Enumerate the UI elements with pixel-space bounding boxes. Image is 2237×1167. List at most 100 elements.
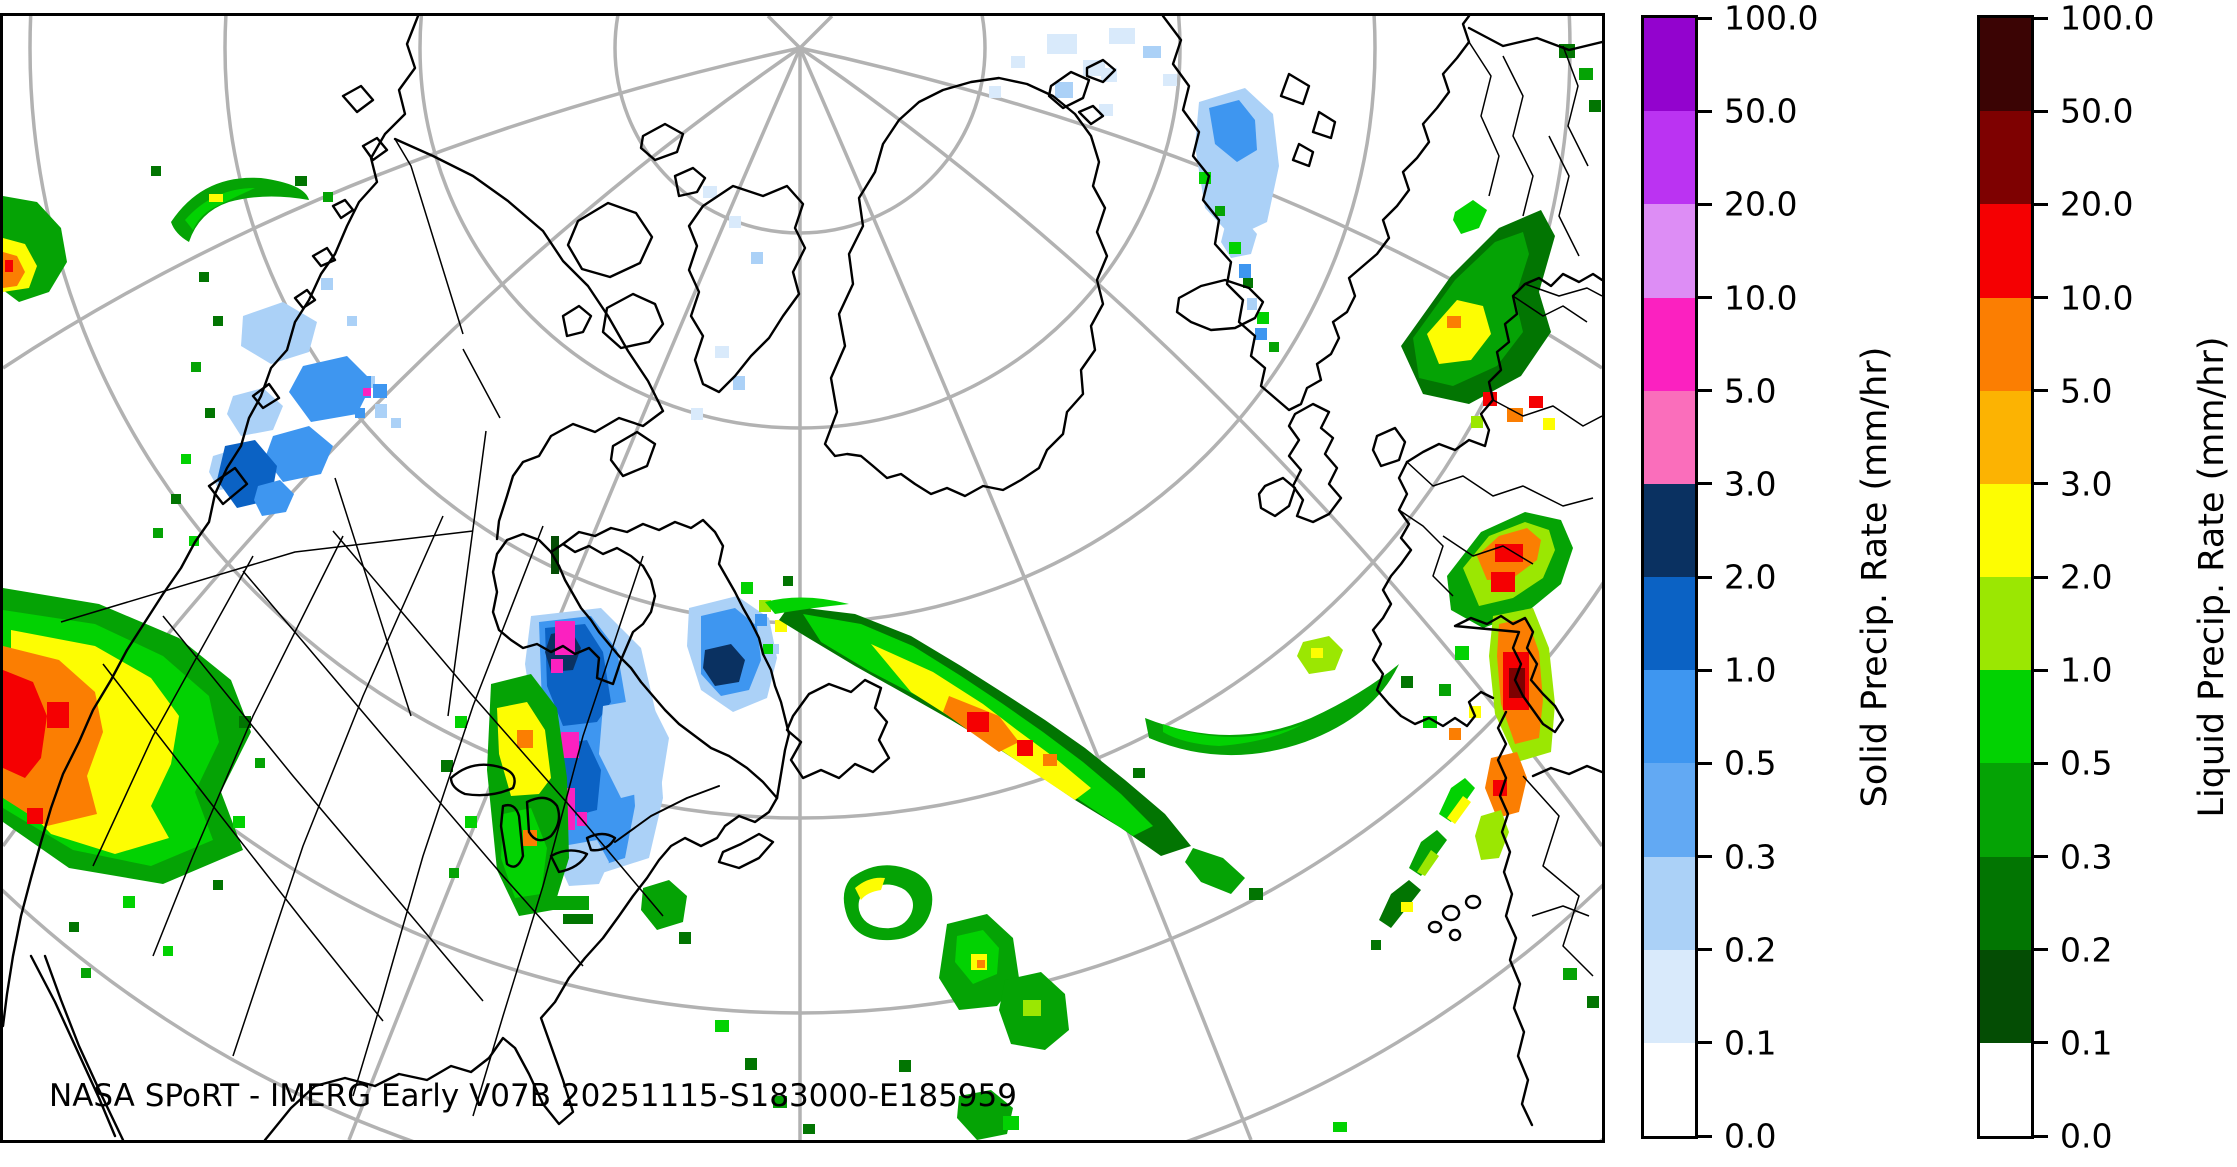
coast-svalbard	[1047, 58, 1117, 126]
liquid-segment	[1980, 297, 2031, 391]
precip-liquid-midatlantic-arc	[1133, 636, 1399, 778]
liquid-tickmark	[2034, 296, 2048, 299]
solid-tickmark	[1698, 761, 1712, 765]
liquid-tickmark	[2034, 109, 2048, 113]
solid-segment	[1644, 204, 1695, 298]
liquid-ticklabel: 0.0	[2060, 1116, 2113, 1156]
colorbar-solid	[1641, 15, 1698, 1139]
coast-quebec-labrador	[549, 518, 791, 800]
liquid-segment	[1980, 763, 2031, 857]
precip-solid-svalbard-arctic	[691, 34, 1113, 420]
liquid-tickmark	[2034, 1041, 2048, 1045]
coast-italy-med	[1453, 614, 1602, 778]
precip-liquid-california	[3, 588, 265, 978]
solid-ticklabel: 3.0	[1724, 464, 1777, 504]
canada-province-borders	[334, 138, 501, 717]
solid-tickmark	[1698, 482, 1712, 486]
liquid-segment	[1980, 670, 2031, 764]
coast-europe-atlantic	[1371, 460, 1495, 728]
liquid-tickmark	[2034, 389, 2048, 393]
liquid-ticklabel: 100.0	[2060, 0, 2155, 38]
colorbar-liquid-title: Liquid Precip. Rate (mm/hr)	[2192, 336, 2232, 818]
coast-newfoundland	[785, 678, 891, 780]
precip-liquid-baltic	[1199, 44, 1601, 430]
canary-islands	[1427, 894, 1482, 942]
coast-russia-arctic	[1279, 26, 1602, 168]
precip-liquid-atlantic-front	[765, 597, 1263, 900]
great-lakes	[449, 763, 617, 874]
precip-liquid-bc-coast-specks	[153, 272, 223, 546]
coast-hudson-bay	[491, 532, 657, 686]
liquid-tickmark	[2034, 482, 2048, 486]
solid-tickmark	[1698, 948, 1712, 952]
solid-tickmark	[1698, 109, 1712, 113]
liquid-segment	[1980, 856, 2031, 950]
solid-segment	[1644, 297, 1695, 391]
coast-baltic-east	[1405, 272, 1602, 464]
solid-ticklabel: 0.5	[1724, 743, 1777, 783]
solid-segment	[1644, 763, 1695, 857]
liquid-tickmark	[2034, 855, 2048, 858]
coast-nova-scotia	[717, 832, 775, 870]
coast-denmark	[1371, 426, 1407, 468]
solid-ticklabel: 5.0	[1724, 371, 1777, 411]
solid-segment	[1644, 1042, 1695, 1137]
liquid-ticklabel: 5.0	[2060, 371, 2113, 411]
coastlines	[3, 16, 1602, 1140]
solid-tickmark	[1698, 855, 1712, 858]
liquid-segment	[1980, 111, 2031, 205]
africa-borders	[1522, 775, 1594, 977]
coast-nw-africa	[1496, 710, 1534, 1127]
colorbar-liquid-ticks: 0.0 0.1 0.2 0.3 0.5 1.0 2.0 3.0 5.0 10.0 20.0 50.0 1…	[2034, 2, 2234, 1153]
liquid-segment	[1980, 1042, 2031, 1137]
solid-segment	[1644, 856, 1695, 950]
solid-segment	[1644, 483, 1695, 578]
liquid-tickmark	[2034, 16, 2048, 20]
solid-ticklabel: 0.1	[1724, 1023, 1777, 1063]
solid-tickmark	[1698, 202, 1712, 206]
coast-na-arctic	[393, 137, 665, 541]
liquid-ticklabel: 2.0	[2060, 557, 2113, 597]
precip-liquid-hudson-dash	[551, 536, 559, 574]
graticule	[3, 16, 1602, 1140]
solid-ticklabel: 0.3	[1724, 837, 1777, 876]
map-annotation: NASA SPoRT - IMERG Early V07B 20251115-S…	[49, 1078, 1017, 1114]
solid-ticklabel: 0.0	[1724, 1116, 1777, 1156]
precip-solid-labrador-newfoundland	[687, 596, 779, 712]
coast-greenland	[823, 76, 1109, 498]
solid-segment	[1644, 111, 1695, 205]
precip-solid-prairies	[355, 376, 387, 418]
coast-ak-islands	[207, 84, 389, 506]
coast-uk	[1287, 402, 1343, 524]
colorbar-solid-title: Solid Precip. Rate (mm/hr)	[1855, 346, 1895, 808]
liquid-segment	[1980, 18, 2031, 112]
solid-tickmark	[1698, 1041, 1712, 1045]
solid-tickmark	[1698, 389, 1712, 393]
solid-tickmark	[1698, 16, 1712, 20]
coast-baja	[29, 954, 125, 1140]
solid-ticklabel: 2.0	[1724, 557, 1777, 597]
liquid-segment	[1980, 204, 2031, 298]
coast-scandinavia	[1161, 16, 1471, 412]
precip-liquid-gulf-of-alaska	[151, 166, 333, 242]
colorbar-solid-ticks: 0.0 0.1 0.2 0.3 0.5 1.0 2.0 3.0 5.0 10.0 20.0 50.0 1…	[1698, 2, 1898, 1153]
coast-ireland	[1257, 476, 1297, 518]
liquid-ticklabel: 1.0	[2060, 650, 2113, 690]
liquid-tickmark	[2034, 948, 2048, 952]
solid-tickmark	[1698, 1134, 1712, 1138]
liquid-ticklabel: 0.5	[2060, 743, 2113, 783]
solid-tickmark	[1698, 668, 1712, 672]
liquid-tickmark	[2034, 1134, 2048, 1138]
solid-ticklabel: 50.0	[1724, 91, 1798, 131]
political-borders	[60, 41, 1602, 1117]
map-canvas	[3, 16, 1602, 1140]
coast-na-pacific	[3, 16, 420, 1028]
solid-segment	[1644, 18, 1695, 112]
liquid-tickmark	[2034, 668, 2048, 672]
solid-ticklabel: 20.0	[1724, 184, 1798, 224]
solid-segment	[1644, 949, 1695, 1043]
liquid-segment	[1980, 483, 2031, 578]
liquid-segment	[1980, 949, 2031, 1043]
liquid-ticklabel: 3.0	[2060, 464, 2113, 504]
liquid-ticklabel: 20.0	[2060, 184, 2134, 224]
